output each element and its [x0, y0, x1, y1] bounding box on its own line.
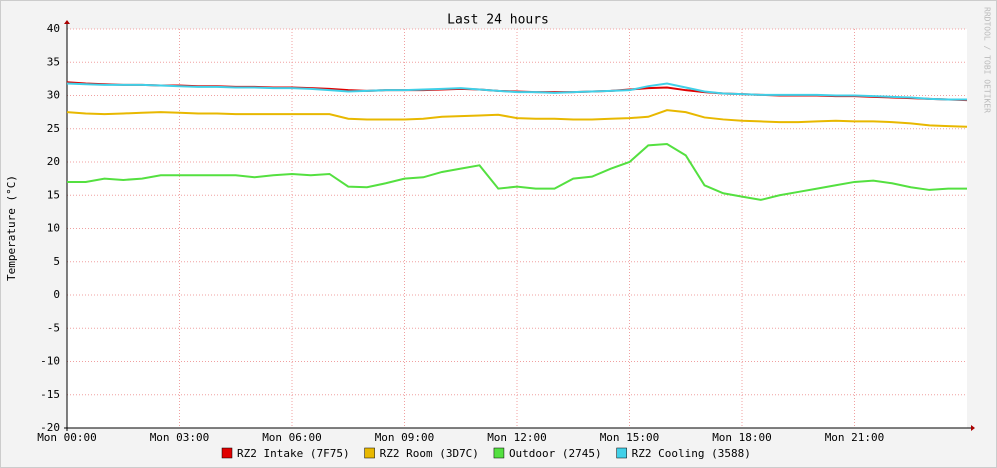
- y-tick-label: 0: [53, 288, 60, 301]
- x-tick-label: Mon 03:00: [150, 431, 210, 444]
- series-line: [66, 82, 967, 101]
- legend-label: RZ2 Cooling (3588): [632, 447, 751, 460]
- legend-swatch: [221, 447, 233, 459]
- watermark: RRDTOOL / TOBI OETIKER: [983, 7, 992, 113]
- x-tick-label: Mon 09:00: [375, 431, 435, 444]
- y-tick-label: 35: [47, 55, 60, 68]
- y-tick-label: 30: [47, 89, 60, 102]
- legend-swatch: [493, 447, 505, 459]
- y-tick-label: -20: [40, 421, 60, 434]
- x-axis-arrow: [971, 425, 975, 431]
- y-tick-label: 5: [53, 255, 60, 268]
- legend-swatch: [616, 447, 627, 459]
- series-line: [66, 109, 968, 128]
- x-tick-label: Mon 06:00: [262, 431, 322, 444]
- x-tick-label: Mon 18:00: [712, 431, 772, 444]
- y-axis-label: Temperature (°C): [5, 175, 18, 281]
- legend-label: RZ2 Intake (7F75): [237, 447, 350, 460]
- y-tick-label: -10: [40, 355, 60, 368]
- x-tick-label: Mon 00:00: [37, 431, 97, 444]
- legend-swatch: [364, 447, 375, 459]
- y-axis-arrow: [64, 20, 70, 24]
- y-tick-label: 10: [47, 222, 60, 235]
- legend-label: RZ2 Room (3D7C): [380, 447, 479, 460]
- legend-label: Outdoor (2745): [509, 447, 602, 460]
- y-tick-label: 15: [47, 188, 60, 201]
- y-tick-label: 25: [47, 122, 60, 135]
- x-tick-label: Mon 21:00: [825, 431, 885, 444]
- y-tick-label: 40: [47, 22, 60, 35]
- x-tick-label: Mon 15:00: [600, 431, 660, 444]
- chart-title: Last 24 hours: [447, 13, 549, 28]
- y-tick-label: -5: [47, 321, 60, 334]
- y-tick-label: 20: [47, 155, 60, 168]
- y-tick-label: -15: [40, 388, 60, 401]
- series-line: [67, 143, 967, 201]
- x-tick-label: Mon 12:00: [487, 431, 547, 444]
